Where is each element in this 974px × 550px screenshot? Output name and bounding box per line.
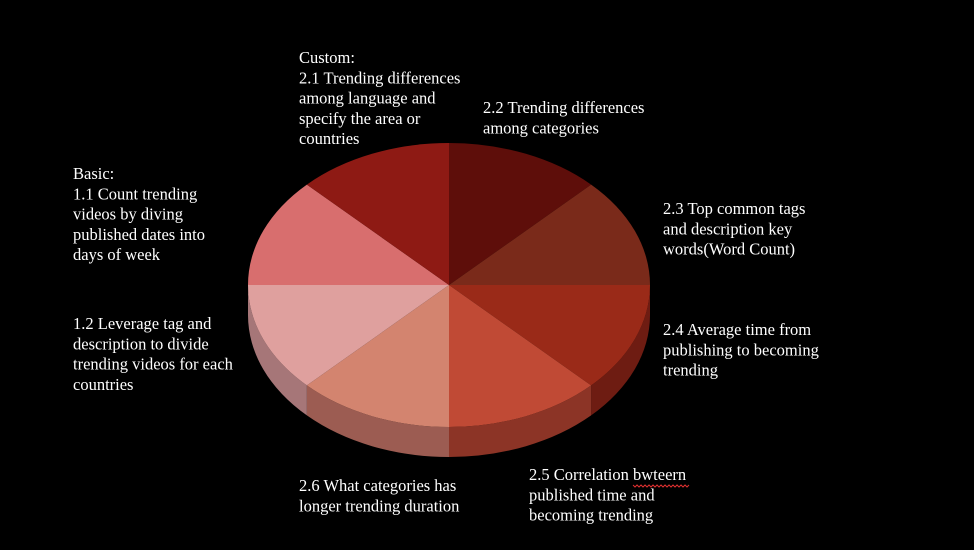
label-line: trending videos for each [73, 355, 234, 374]
label-line: 1.2 Leverage tag and [73, 314, 212, 333]
label-line: 2.2 Trending differences [483, 98, 644, 117]
label-line: among categories [483, 118, 599, 137]
label-line: 2.6 What categories has [299, 476, 456, 495]
label-line: 2.1 Trending differences [299, 68, 460, 87]
pie-slice [449, 285, 650, 386]
label-line: countries [299, 129, 359, 148]
pie-slice [248, 184, 449, 285]
label-line: countries [73, 375, 133, 394]
segment-label: Basic:1.1 Count trending videos by diving… [73, 164, 205, 264]
label-line: publishing to becoming [663, 340, 819, 359]
label-line: trending [663, 361, 718, 380]
label-line: 2.4 Average time from [663, 320, 811, 339]
pie-slice [449, 285, 592, 427]
pie-slice [248, 285, 449, 386]
label-line: Basic: [73, 164, 114, 183]
spell-underline [632, 484, 690, 488]
label-line: 1.1 Count trending [73, 184, 197, 203]
label-line: among language and [299, 89, 436, 108]
pie-slice [306, 143, 449, 285]
label-line: Custom: [299, 48, 355, 67]
label-line: description to divide [73, 334, 209, 353]
label-line: days of week [73, 245, 161, 264]
pie-side [591, 285, 650, 416]
label-line: becoming trending [529, 506, 653, 525]
pie-slice [306, 285, 449, 428]
label-line: longer trending duration [299, 496, 459, 515]
label-line: published dates into [73, 225, 205, 244]
segment-label: Custom:2.1 Trending differences among lan… [299, 48, 460, 148]
label-line: and description key [663, 219, 793, 238]
pie-slice [449, 143, 592, 285]
label-line: published time and [529, 485, 655, 504]
pie-slice [449, 184, 650, 285]
label-line: specify the area or [299, 109, 421, 128]
label-line: 2.5 Correlation bwteern [529, 465, 686, 484]
label-line: 2.3 Top common tags [663, 199, 805, 218]
label-line: words(Word Count) [663, 240, 795, 259]
label-line: videos by diving [73, 205, 183, 224]
pie-side [248, 285, 307, 416]
pie-side [306, 385, 449, 457]
pie-side [449, 385, 592, 457]
